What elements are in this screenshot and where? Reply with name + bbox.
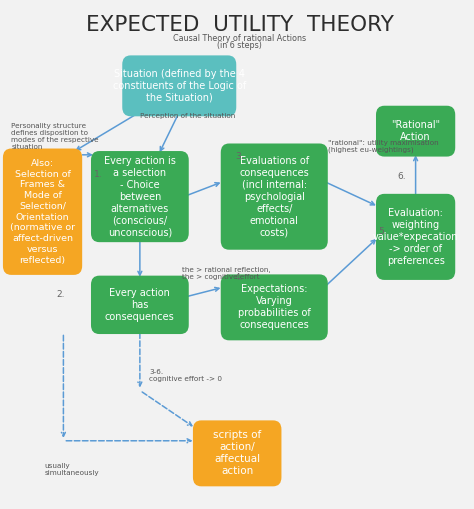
Text: 2.: 2. xyxy=(56,290,65,299)
Text: Situation (defined by the 4
constituents of the Logic of
the Situation): Situation (defined by the 4 constituents… xyxy=(113,69,246,103)
FancyBboxPatch shape xyxy=(3,149,82,275)
Text: EXPECTED  UTILITY  THEORY: EXPECTED UTILITY THEORY xyxy=(86,15,393,35)
Text: Every action is
a selection
- Choice
between
alternatives
(conscious/
unconsciou: Every action is a selection - Choice bet… xyxy=(104,156,176,238)
Text: usually
simultaneously: usually simultaneously xyxy=(45,464,100,476)
Text: "Rational"
Action: "Rational" Action xyxy=(391,120,440,142)
Text: the > rational reflection,
the > cognitive effort: the > rational reflection, the > cogniti… xyxy=(182,267,270,280)
Text: Expectations:
Varying
probabilities of
consequences: Expectations: Varying probabilities of c… xyxy=(238,285,310,330)
Text: 1.: 1. xyxy=(93,171,102,180)
Text: Also:
Selection of
Frames &
Mode of
Selection/
Orientation
(normative or
affect-: Also: Selection of Frames & Mode of Sele… xyxy=(10,159,75,265)
Text: 3-6.
cognitive effort -> 0: 3-6. cognitive effort -> 0 xyxy=(149,369,222,382)
Text: 3.: 3. xyxy=(235,152,244,161)
Text: Evaluations of
consequences
(incl internal:
psychologial
effects/
emotional
cost: Evaluations of consequences (incl intern… xyxy=(239,156,309,238)
Text: Perception of the situation: Perception of the situation xyxy=(140,113,235,119)
Text: Evaluation:
weighting
value*expecation
-> order of
preferences: Evaluation: weighting value*expecation -… xyxy=(373,208,458,266)
Text: 4.: 4. xyxy=(235,273,243,281)
Text: (in 6 steps): (in 6 steps) xyxy=(217,41,262,50)
FancyBboxPatch shape xyxy=(221,274,328,341)
FancyBboxPatch shape xyxy=(122,55,236,116)
FancyBboxPatch shape xyxy=(376,106,455,157)
FancyBboxPatch shape xyxy=(193,420,282,486)
Text: Personality structure
defines disposition to
modes of the respective
situation: Personality structure defines dispositio… xyxy=(11,123,99,150)
FancyBboxPatch shape xyxy=(376,194,455,280)
FancyBboxPatch shape xyxy=(91,276,189,334)
Text: 6.: 6. xyxy=(397,172,406,181)
Text: "rational": utility maximisation
(highest eu-weightings): "rational": utility maximisation (highes… xyxy=(328,139,438,153)
FancyBboxPatch shape xyxy=(91,151,189,242)
Text: Every action
has
consequences: Every action has consequences xyxy=(105,288,175,322)
Text: scripts of
action/
affectual
action: scripts of action/ affectual action xyxy=(213,431,261,476)
Text: Causal Theory of rational Actions: Causal Theory of rational Actions xyxy=(173,34,306,43)
Text: 5.: 5. xyxy=(379,228,387,236)
FancyBboxPatch shape xyxy=(221,144,328,250)
